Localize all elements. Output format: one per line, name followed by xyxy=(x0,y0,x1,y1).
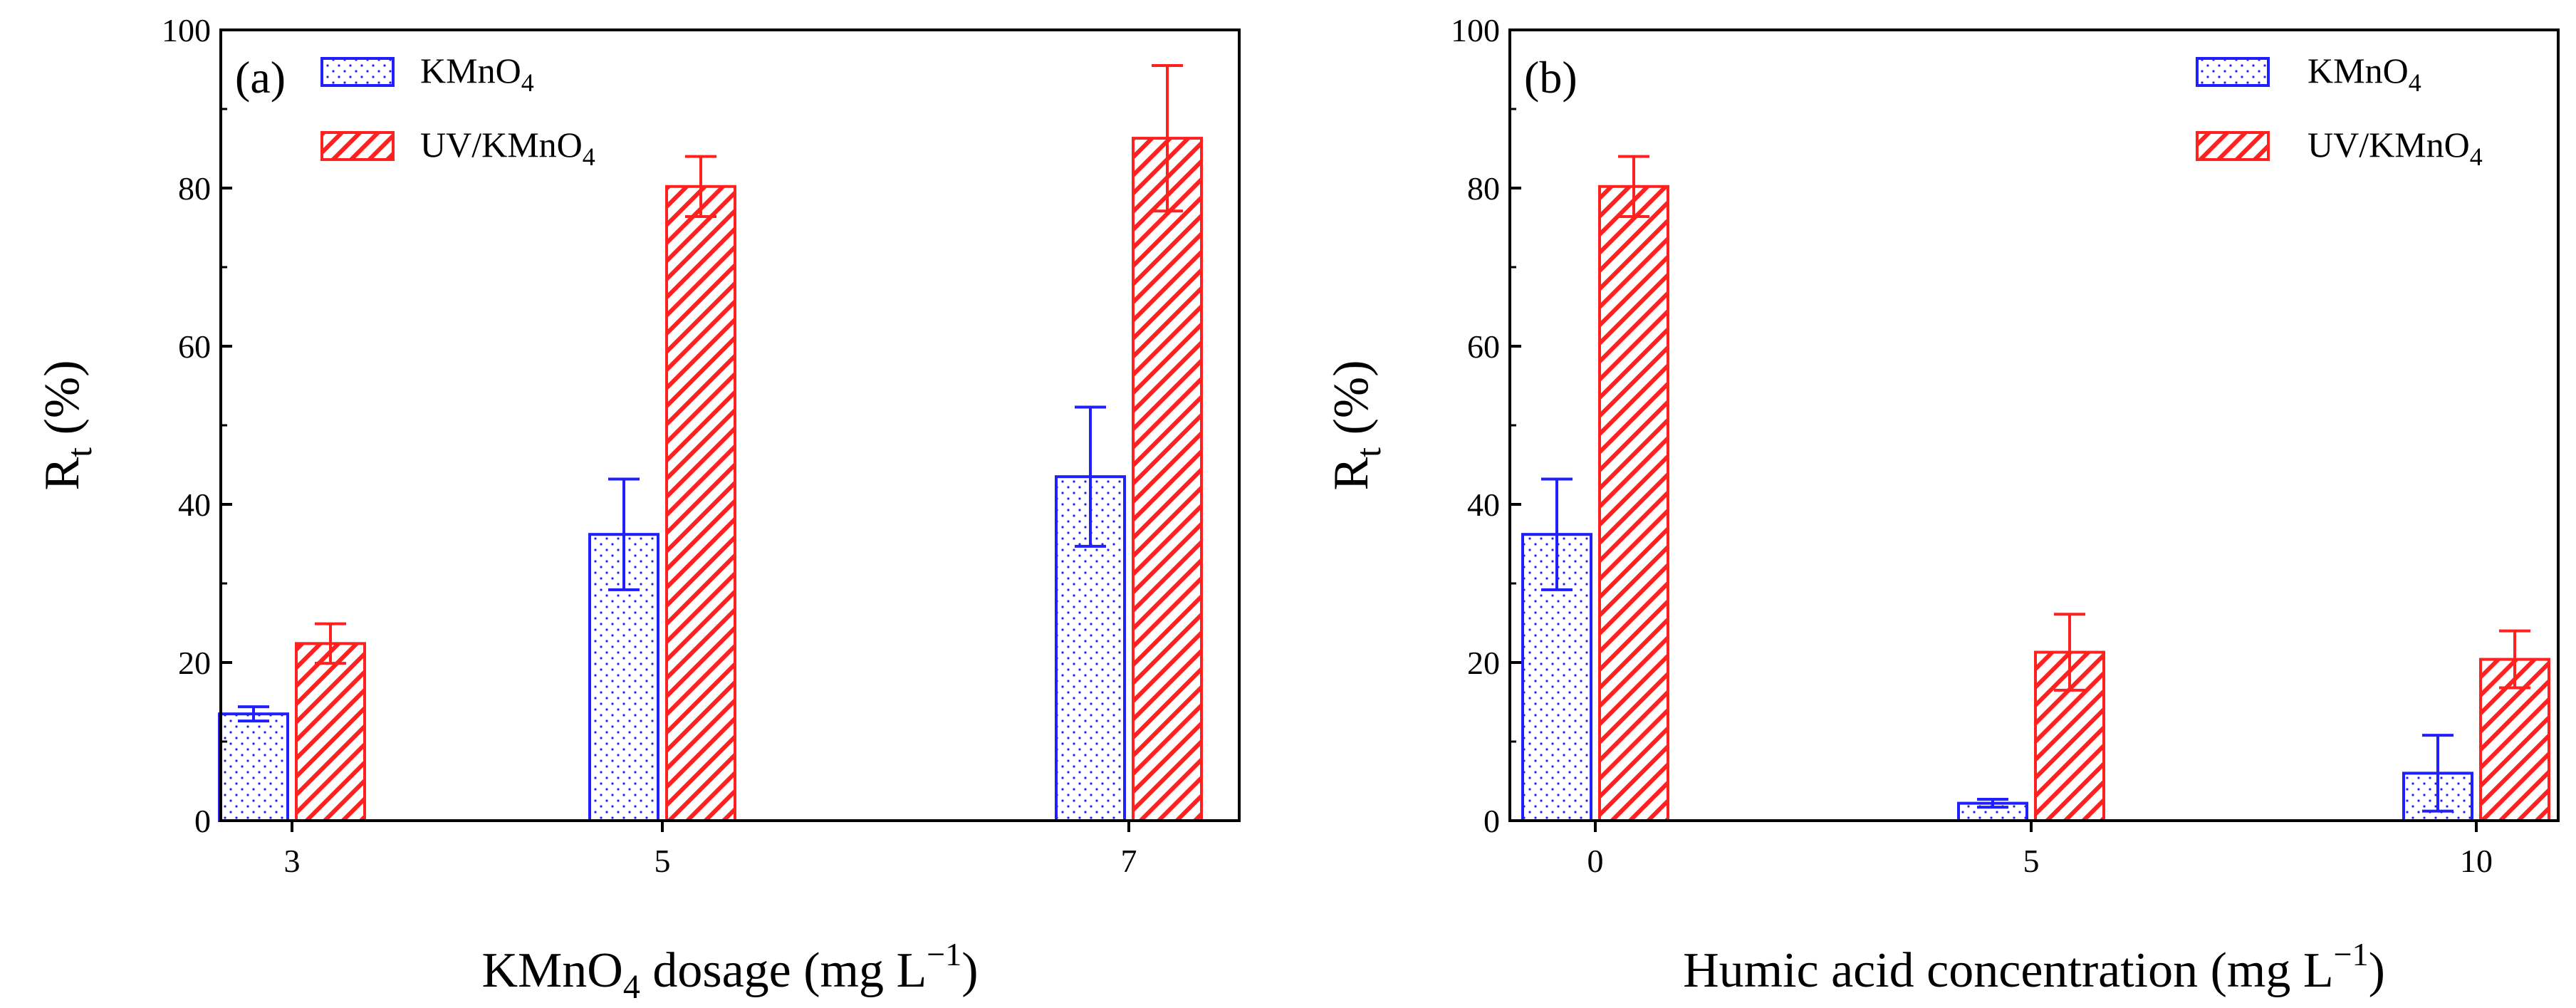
x-tick-label: 7 xyxy=(1121,843,1137,879)
bar-kmno4-3 xyxy=(218,712,289,823)
y-axis-label: Rt (%) xyxy=(35,360,99,490)
x-axis-label: KMnO4 dosage (mg L−1) xyxy=(481,936,978,1004)
legend: KMnO4 UV/KMnO4 xyxy=(2196,51,2483,171)
y-tick-label: 80 xyxy=(178,170,211,207)
x-tick-label: 10 xyxy=(2460,843,2493,879)
bar-uv-kmno4-7 xyxy=(1132,137,1203,822)
y-tick-label: 20 xyxy=(178,645,211,681)
error-bar-kmno4-7 xyxy=(1075,405,1106,548)
x-tick-label: 5 xyxy=(2023,843,2040,879)
y-tick-label: 60 xyxy=(1467,328,1500,365)
error-bar-kmno4-5 xyxy=(608,477,640,591)
x-axis-label: Humic acid concentration (mg L−1) xyxy=(1683,936,2385,998)
chart-panel-b: 0 20 40 60 80 100 0 5 10 Humic acid concentration… xyxy=(1324,12,2560,998)
legend-swatch-kmno4 xyxy=(320,57,395,87)
y-tick-label: 40 xyxy=(1467,487,1500,523)
legend-label-kmno4: KMnO4 xyxy=(2308,51,2421,97)
y-tick-label: 0 xyxy=(194,803,211,839)
error-bar-uv-kmno4-10 xyxy=(2499,629,2530,690)
error-bar-kmno4-0 xyxy=(1541,477,1573,591)
y-tick-label: 40 xyxy=(178,487,211,523)
panel-label: (b) xyxy=(1524,52,1578,103)
error-bar-kmno4-10 xyxy=(2422,734,2454,813)
error-bar-uv-kmno4-5 xyxy=(685,155,716,218)
y-tick-label: 100 xyxy=(162,12,211,48)
y-axis-label: Rt (%) xyxy=(1324,360,1388,490)
legend: KMnO4 UV/KMnO4 xyxy=(320,51,595,171)
bar-uv-kmno4-0 xyxy=(1598,185,1669,822)
error-bar-kmno4-3 xyxy=(238,705,269,723)
y-tick-label: 80 xyxy=(1467,170,1500,207)
panel-label: (a) xyxy=(235,52,286,103)
x-tick-label: 0 xyxy=(1587,843,1604,879)
legend-label-uv-kmno4: UV/KMnO4 xyxy=(420,125,595,171)
x-tick-label: 3 xyxy=(284,843,301,879)
bar-uv-kmno4-5 xyxy=(665,185,736,822)
y-tick-label: 60 xyxy=(178,328,211,365)
y-tick-label: 20 xyxy=(1467,645,1500,681)
legend-swatch-uv-kmno4 xyxy=(2196,131,2270,161)
legend-swatch-kmno4 xyxy=(2196,57,2270,87)
error-bar-uv-kmno4-3 xyxy=(315,622,346,665)
y-tick-label: 0 xyxy=(1483,803,1500,839)
error-bar-kmno4-5 xyxy=(1977,798,2008,809)
legend-label-kmno4: KMnO4 xyxy=(420,51,534,97)
error-bar-uv-kmno4-0 xyxy=(1618,155,1649,218)
bar-uv-kmno4-3 xyxy=(295,642,366,822)
x-tick-label: 5 xyxy=(655,843,671,879)
legend-swatch-uv-kmno4 xyxy=(320,131,395,161)
chart-panel-a: 0 20 40 60 80 100 3 5 7 KMnO4 dosage (mg L−1) Rt (… xyxy=(35,12,1241,1006)
error-bar-uv-kmno4-5 xyxy=(2054,613,2085,692)
y-tick-label: 100 xyxy=(1451,12,1500,48)
legend-label-uv-kmno4: UV/KMnO4 xyxy=(2308,125,2483,171)
error-bar-uv-kmno4-7 xyxy=(1152,63,1183,213)
